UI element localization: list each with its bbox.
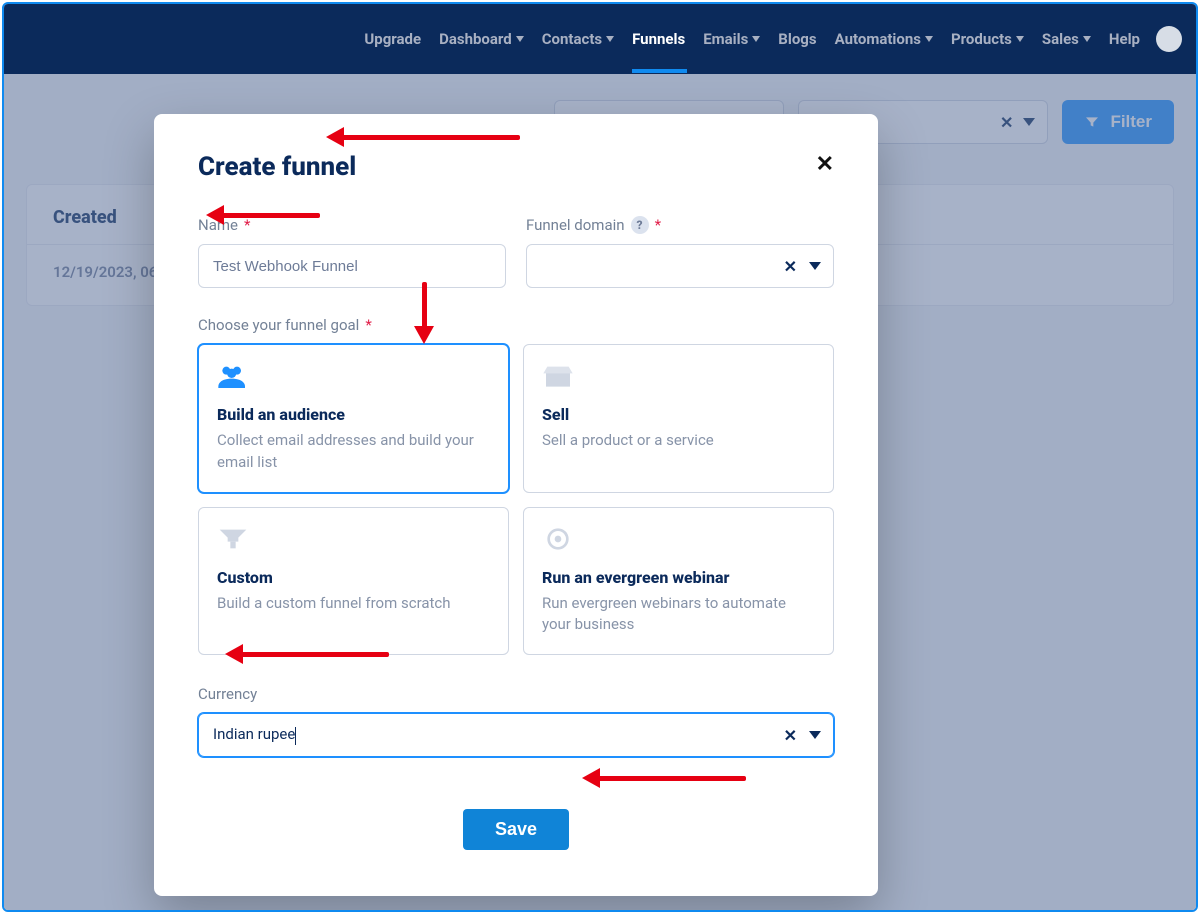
nav-items: UpgradeDashboard Contacts FunnelsEmails …	[364, 6, 1140, 72]
avatar[interactable]	[1156, 26, 1182, 52]
close-icon[interactable]: ✕	[816, 152, 834, 177]
nav-funnels[interactable]: Funnels	[632, 6, 685, 72]
save-button[interactable]: Save	[463, 809, 569, 850]
goal-sell[interactable]: Sell Sell a product or a service	[523, 344, 834, 493]
goal-title: Run an evergreen webinar	[542, 568, 815, 587]
clear-icon[interactable]: ✕	[784, 726, 797, 745]
goal-grid: Build an audience Collect email addresse…	[198, 344, 834, 655]
nav-sales[interactable]: Sales	[1042, 6, 1091, 72]
goal-desc: Run evergreen webinars to automate your …	[542, 593, 815, 637]
nav-contacts[interactable]: Contacts	[542, 6, 614, 72]
goal-custom[interactable]: Custom Build a custom funnel from scratc…	[198, 507, 509, 656]
help-icon[interactable]: ?	[631, 216, 649, 234]
nav-emails[interactable]: Emails	[703, 6, 760, 72]
chevron-down-icon	[1083, 36, 1091, 42]
nav-upgrade[interactable]: Upgrade	[364, 6, 421, 72]
chevron-down-icon	[809, 262, 821, 270]
chevron-down-icon	[752, 36, 760, 42]
name-input[interactable]	[198, 244, 506, 288]
nav-blogs[interactable]: Blogs	[778, 6, 816, 72]
goal-title: Build an audience	[217, 405, 490, 424]
currency-select[interactable]: Indian rupee ✕	[198, 713, 834, 757]
currency-label: Currency	[198, 685, 834, 703]
name-label: Name*	[198, 216, 506, 234]
domain-label: Funnel domain ?*	[526, 216, 834, 234]
custom-icon	[217, 524, 490, 558]
sell-icon	[542, 361, 815, 395]
goal-title: Custom	[217, 568, 490, 587]
nav-help[interactable]: Help	[1109, 6, 1140, 72]
goal-title: Sell	[542, 405, 815, 424]
goal-label: Choose your funnel goal*	[198, 316, 834, 334]
goal-webinar[interactable]: Run an evergreen webinar Run evergreen w…	[523, 507, 834, 656]
chevron-down-icon	[1016, 36, 1024, 42]
nav-dashboard[interactable]: Dashboard	[439, 6, 524, 72]
goal-desc: Collect email addresses and build your e…	[217, 430, 490, 474]
goal-desc: Build a custom funnel from scratch	[217, 593, 490, 615]
chevron-down-icon	[606, 36, 614, 42]
chevron-down-icon	[925, 36, 933, 42]
nav-products[interactable]: Products	[951, 6, 1024, 72]
chevron-down-icon	[516, 36, 524, 42]
goal-desc: Sell a product or a service	[542, 430, 815, 452]
create-funnel-modal: Create funnel ✕ Name* Funnel domain ?* ✕	[154, 114, 878, 896]
goal-audience[interactable]: Build an audience Collect email addresse…	[198, 344, 509, 493]
modal-title: Create funnel	[198, 152, 356, 182]
chevron-down-icon	[809, 731, 821, 739]
top-nav: UpgradeDashboard Contacts FunnelsEmails …	[4, 4, 1196, 74]
audience-icon	[217, 361, 490, 395]
funnel-domain-select[interactable]: ✕	[526, 244, 834, 288]
currency-value: Indian rupee	[211, 725, 772, 744]
webinar-icon	[542, 524, 815, 558]
clear-icon[interactable]: ✕	[784, 257, 797, 276]
nav-automations[interactable]: Automations	[835, 6, 933, 72]
